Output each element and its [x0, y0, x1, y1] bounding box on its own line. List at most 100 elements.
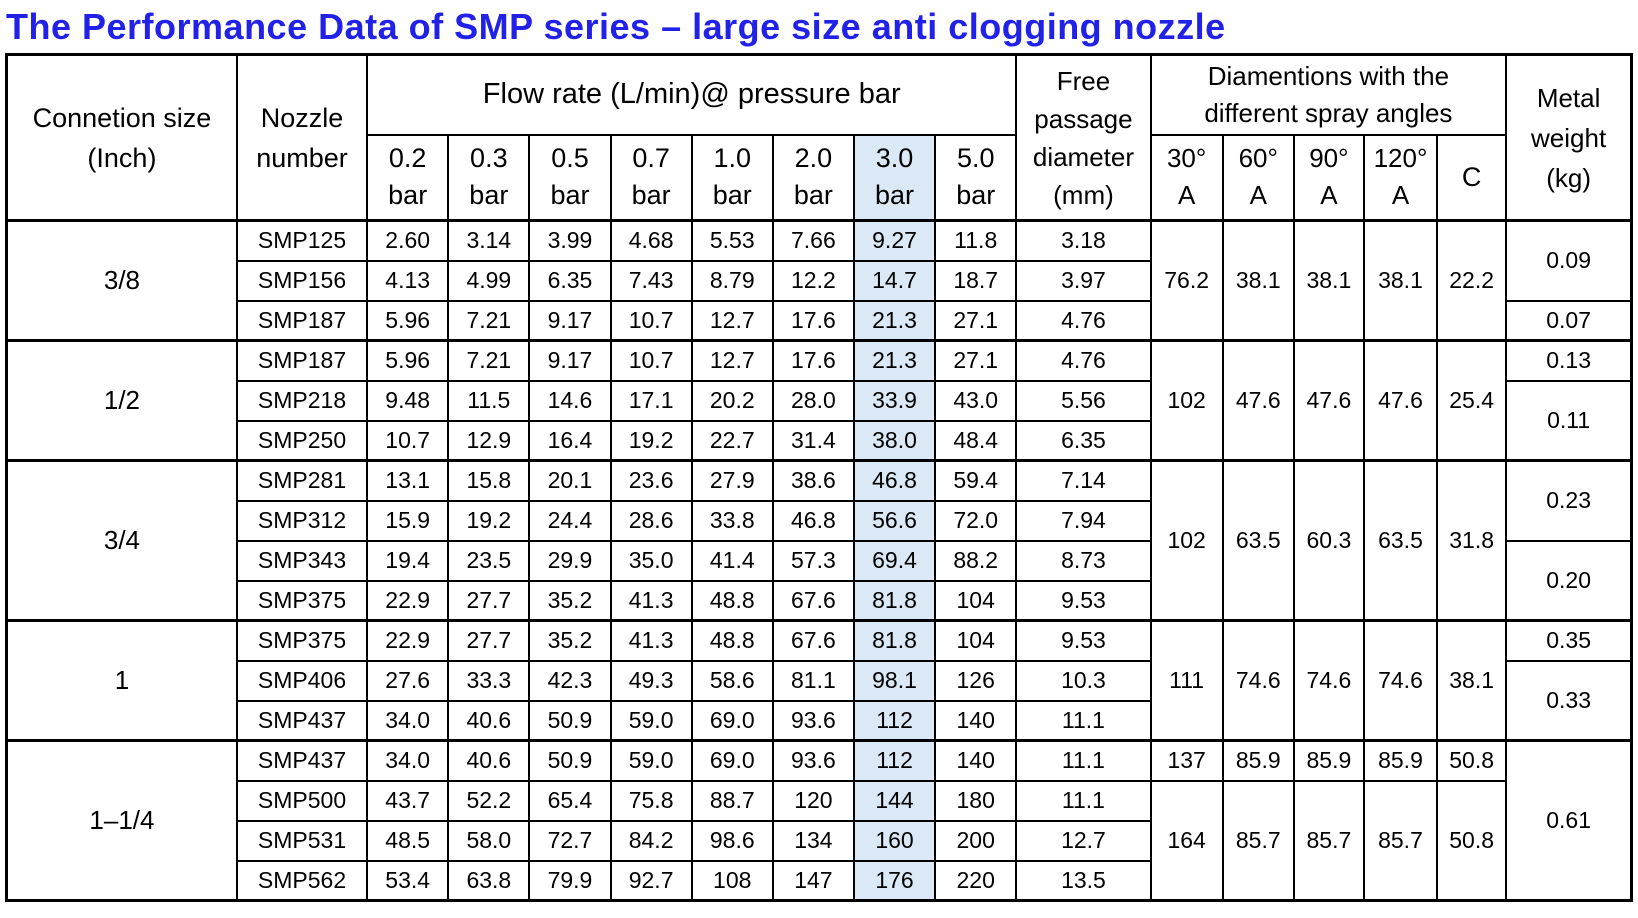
header-free-line3: diameter: [1032, 141, 1135, 172]
dimension-cell: 85.7: [1221, 779, 1295, 902]
flow-cell: 27.1: [934, 339, 1018, 382]
flow-cell: 6.35: [528, 259, 612, 302]
free-passage-cell: 5.56: [1015, 379, 1152, 422]
flow-cell: 41.3: [609, 619, 693, 662]
header-pressure-07: 0.7 bar: [609, 133, 693, 222]
flow-cell: 10.7: [609, 339, 693, 382]
nozzle-cell: SMP218: [235, 379, 369, 422]
flow-cell: 72.0: [934, 499, 1018, 542]
flow-cell: 33.3: [447, 659, 531, 702]
header-spray-line1: Diamentions with the: [1207, 60, 1450, 91]
flow-cell: 27.6: [366, 659, 450, 702]
nozzle-cell: SMP500: [235, 779, 369, 822]
flow-cell: 43.7: [366, 779, 450, 822]
flow-cell: 29.9: [528, 539, 612, 582]
free-passage-cell: 9.53: [1015, 619, 1152, 662]
dimension-cell: 47.6: [1221, 339, 1295, 462]
flow-cell: 176: [852, 859, 937, 902]
nozzle-cell: SMP562: [235, 859, 369, 902]
table-row: SMP187 5.96 7.21 9.17 10.7 12.7 17.6 21.3 27.1 4.…: [7, 299, 1633, 342]
flow-cell: 12.2: [771, 259, 855, 302]
flow-cell: 49.3: [609, 659, 693, 702]
flow-cell: 27.7: [447, 579, 531, 622]
dimension-cell: 85.7: [1362, 779, 1439, 902]
flow-cell: 4.99: [447, 259, 531, 302]
flow-cell: 46.8: [852, 459, 937, 502]
flow-cell: 67.6: [771, 619, 855, 662]
weight-cell: 0.35: [1505, 619, 1633, 662]
flow-cell: 20.1: [528, 459, 612, 502]
flow-cell: 20.2: [690, 379, 774, 422]
dimension-cell: 60.3: [1292, 459, 1365, 622]
dimension-cell: 50.8: [1436, 739, 1508, 782]
dimension-cell: 25.4: [1436, 339, 1508, 462]
free-passage-cell: 4.76: [1015, 299, 1152, 342]
flow-cell: 19.2: [447, 499, 531, 542]
nozzle-cell: SMP281: [235, 459, 369, 502]
nozzle-cell: SMP250: [235, 419, 369, 462]
flow-cell: 27.1: [934, 299, 1018, 342]
flow-cell: 5.96: [366, 299, 450, 342]
dimension-cell: 85.9: [1292, 739, 1365, 782]
table-row: 1–1/4 SMP437 34.0 40.6 50.9 59.0 69.0 93.6 112 14…: [5, 739, 1633, 902]
header-pressure-30: 3.0 bar: [852, 133, 937, 222]
dimension-cell: 74.6: [1292, 619, 1365, 742]
free-passage-cell: 6.35: [1015, 419, 1152, 462]
flow-cell: 200: [934, 819, 1018, 862]
flow-cell: 21.3: [852, 299, 937, 342]
flow-cell: 41.3: [609, 579, 693, 622]
flow-cell: 14.7: [852, 259, 937, 302]
flow-cell: 104: [934, 619, 1018, 662]
table-row: SMP343 19.4 23.5 29.9 35.0 41.4 57.3 69.4 88.2 8.…: [7, 539, 1633, 622]
nozzle-cell: SMP375: [235, 619, 369, 662]
nozzle-cell: SMP437: [235, 699, 369, 742]
flow-cell: 19.4: [366, 539, 450, 582]
page-title: The Performance Data of SMP series – lar…: [6, 6, 1226, 47]
free-passage-cell: 13.5: [1015, 859, 1152, 902]
table-row: SMP250 10.7 12.9 16.4 19.2 22.7 31.4 38.0 48.4 6.…: [7, 419, 1632, 462]
flow-cell: 17.6: [771, 339, 855, 382]
header-flow-rate: Flow rate (L/min)@ pressure bar: [366, 53, 1018, 136]
dimension-cell: 50.8: [1436, 779, 1508, 902]
flow-cell: 27.7: [447, 619, 531, 662]
flow-cell: 33.9: [852, 379, 937, 422]
table-row: SMP531 48.5 58.0 72.7 84.2 98.6 134 160 200 12.7: [7, 819, 1632, 862]
table-row: 1 SMP375 22.9 27.7 35.2 41.3 48.8 67.6 81.8 104 9.…: [5, 619, 1633, 742]
connection-size-cell: 1–1/4: [5, 739, 238, 902]
flow-cell: 67.6: [771, 579, 855, 622]
flow-cell: 5.96: [366, 339, 450, 382]
flow-cell: 126: [934, 659, 1018, 702]
flow-cell: 42.3: [528, 659, 612, 702]
header-metal-weight: Metal weight (kg): [1505, 53, 1633, 222]
header-spray-line2: different spray angles: [1204, 97, 1453, 128]
header-pressure-02: 0.2 bar: [366, 133, 450, 222]
flow-cell: 43.0: [934, 379, 1018, 422]
header-pressure-50: 5.0 bar: [934, 133, 1018, 222]
dimension-cell: 111: [1149, 619, 1224, 742]
flow-cell: 57.3: [771, 539, 855, 582]
flow-cell: 140: [934, 699, 1018, 742]
dimension-cell: 74.6: [1362, 619, 1439, 742]
flow-cell: 72.7: [528, 819, 612, 862]
flow-cell: 7.21: [447, 299, 531, 342]
header-free-passage: Free passage diameter (mm): [1015, 53, 1152, 222]
flow-cell: 19.2: [609, 419, 693, 462]
flow-cell: 10.7: [366, 419, 450, 462]
header-connection-size: Connetion size (Inch): [5, 53, 238, 222]
header-spray-angles: Diamentions with the different spray ang…: [1149, 53, 1508, 136]
flow-cell: 7.21: [447, 339, 531, 382]
free-passage-cell: 7.14: [1015, 459, 1152, 502]
flow-cell: 17.6: [771, 299, 855, 342]
flow-cell: 120: [771, 779, 855, 822]
nozzle-cell: SMP187: [235, 339, 369, 382]
table-row: 3/8 SMP125 2.60 3.14 3.99 4.68 5.53 7.66 9.27 11.…: [5, 219, 1633, 342]
flow-cell: 41.4: [690, 539, 774, 582]
header-free-line4: (mm): [1053, 179, 1114, 210]
connection-size-cell: 3/8: [5, 219, 238, 342]
weight-cell: 0.23: [1505, 459, 1633, 542]
dimension-cell: 85.7: [1292, 779, 1365, 902]
dimension-cell: 102: [1149, 459, 1224, 622]
flow-cell: 140: [934, 739, 1018, 782]
flow-cell: 21.3: [852, 339, 937, 382]
dimension-cell: 22.2: [1436, 219, 1508, 342]
